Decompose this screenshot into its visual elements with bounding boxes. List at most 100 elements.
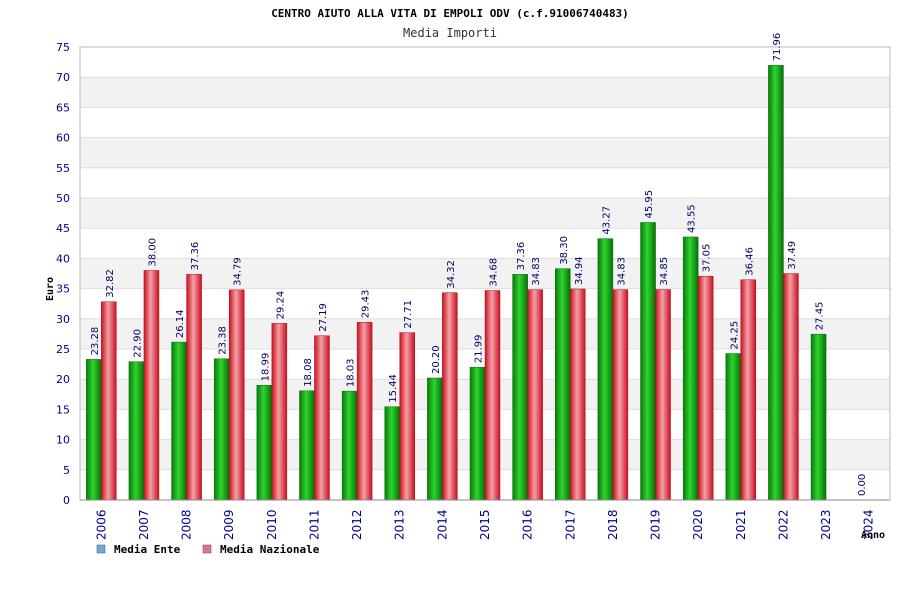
bar-media-nazionale-2022 bbox=[783, 273, 799, 501]
value-label: 45.95 bbox=[644, 190, 655, 219]
legend-label-media-ente: Media Ente bbox=[114, 543, 181, 556]
value-label: 21.99 bbox=[474, 335, 485, 364]
bar-media-nazionale-2007 bbox=[143, 270, 160, 501]
y-tick-label: 5 bbox=[63, 464, 70, 477]
bar-media-ente-2010 bbox=[256, 385, 273, 501]
y-axis-label: Euro bbox=[45, 277, 56, 301]
legend: Media Ente Media Nazionale bbox=[96, 543, 320, 556]
bar-media-ente-2018 bbox=[597, 238, 614, 501]
grid-band bbox=[80, 198, 890, 229]
x-tick-label: 2009 bbox=[222, 509, 236, 540]
bar-media-nazionale-2010 bbox=[271, 323, 288, 501]
bar-media-nazionale-2012 bbox=[356, 321, 373, 501]
value-label: 24.25 bbox=[729, 321, 740, 350]
bar-media-nazionale-2009 bbox=[228, 289, 245, 501]
bar-media-ente-2009 bbox=[213, 358, 230, 501]
value-label: 38.00 bbox=[147, 238, 158, 267]
legend-label-media-nazionale: Media Nazionale bbox=[220, 543, 320, 556]
value-label: 23.38 bbox=[218, 326, 229, 355]
bars bbox=[86, 65, 827, 501]
y-tick-label: 0 bbox=[63, 494, 70, 507]
x-tick-label: 2012 bbox=[350, 509, 364, 540]
bar-media-ente-2011 bbox=[299, 390, 315, 501]
value-label: 36.46 bbox=[744, 247, 755, 276]
chart-title: CENTRO AIUTO ALLA VITA DI EMPOLI ODV (c.… bbox=[271, 7, 629, 20]
value-label: 29.24 bbox=[275, 291, 286, 320]
x-tick-label: 2014 bbox=[435, 509, 449, 540]
x-tick-label: 2016 bbox=[521, 509, 535, 540]
value-label: 34.83 bbox=[616, 257, 627, 286]
bar-media-ente-2022 bbox=[768, 65, 784, 501]
grid-band bbox=[80, 137, 890, 168]
value-label: 37.36 bbox=[190, 242, 201, 271]
y-tick-label: 45 bbox=[56, 222, 70, 235]
value-label: 18.99 bbox=[260, 353, 271, 382]
bar-media-nazionale-2011 bbox=[314, 335, 330, 501]
value-label: 29.43 bbox=[361, 290, 372, 319]
bar-media-nazionale-2018 bbox=[612, 289, 629, 501]
value-label: 27.71 bbox=[403, 300, 414, 329]
y-tick-label: 35 bbox=[56, 283, 70, 296]
bar-media-nazionale-2015 bbox=[484, 290, 501, 501]
x-axis-ticks: 2006 2007 2008 2009 2010 2011 2012 2013 2014 2015… bbox=[94, 509, 875, 540]
x-tick-label: 2010 bbox=[265, 509, 279, 540]
bar-media-ente-2007 bbox=[128, 361, 145, 501]
bar-media-nazionale-2016 bbox=[527, 289, 543, 501]
chart-subtitle: Media Importi bbox=[403, 26, 497, 40]
value-label: 37.49 bbox=[787, 241, 798, 270]
y-tick-label: 65 bbox=[56, 101, 70, 114]
value-label: 0.00 bbox=[857, 474, 868, 496]
bar-media-ente-2006 bbox=[86, 359, 102, 501]
x-tick-label: 2011 bbox=[307, 509, 321, 540]
value-label: 15.44 bbox=[388, 374, 399, 403]
x-tick-label: 2015 bbox=[478, 509, 492, 540]
x-tick-label: 2022 bbox=[776, 509, 790, 540]
bar-media-nazionale-2014 bbox=[442, 292, 458, 501]
value-label: 43.55 bbox=[687, 204, 698, 233]
legend-swatch-media-ente bbox=[96, 544, 106, 554]
bar-media-ente-2021 bbox=[725, 353, 742, 501]
bar-media-ente-2020 bbox=[682, 236, 699, 501]
bar-media-ente-2008 bbox=[171, 341, 187, 501]
x-tick-label: 2023 bbox=[819, 509, 833, 540]
value-label: 32.82 bbox=[105, 269, 116, 298]
bar-media-ente-2023 bbox=[810, 333, 827, 501]
bar-media-ente-2017 bbox=[555, 268, 571, 501]
x-axis-label: Anno bbox=[861, 530, 885, 541]
bar-media-nazionale-2006 bbox=[101, 301, 117, 501]
y-tick-label: 50 bbox=[56, 192, 70, 205]
x-tick-label: 2017 bbox=[563, 509, 577, 540]
legend-swatch-media-nazionale bbox=[202, 544, 212, 554]
y-tick-label: 70 bbox=[56, 71, 70, 84]
x-tick-label: 2020 bbox=[691, 509, 705, 540]
value-label: 27.19 bbox=[318, 303, 329, 332]
x-tick-label: 2018 bbox=[606, 509, 620, 540]
y-tick-label: 60 bbox=[56, 132, 70, 145]
value-label: 34.83 bbox=[531, 257, 542, 286]
bar-media-nazionale-2013 bbox=[399, 332, 415, 501]
value-label: 37.36 bbox=[516, 242, 527, 271]
value-label: 71.96 bbox=[772, 33, 783, 62]
y-tick-label: 30 bbox=[56, 313, 70, 326]
bar-media-nazionale-2017 bbox=[570, 288, 586, 501]
grid-band bbox=[80, 77, 890, 108]
y-tick-label: 20 bbox=[56, 373, 70, 386]
value-label: 34.79 bbox=[233, 257, 244, 286]
value-label: 43.27 bbox=[601, 206, 612, 235]
bar-media-ente-2012 bbox=[341, 390, 358, 501]
value-label: 18.03 bbox=[346, 358, 357, 387]
x-tick-label: 2007 bbox=[137, 509, 151, 540]
value-label: 38.30 bbox=[559, 236, 570, 265]
bar-media-ente-2014 bbox=[427, 377, 443, 501]
bar-media-ente-2013 bbox=[384, 406, 400, 501]
x-tick-label: 2013 bbox=[393, 509, 407, 540]
value-label: 34.32 bbox=[446, 260, 457, 289]
value-labels: 23.28 32.82 22.90 38.00 26.14 37.36 23.38 34.79… bbox=[90, 33, 868, 496]
y-tick-label: 15 bbox=[56, 403, 70, 416]
value-label: 26.14 bbox=[175, 309, 186, 338]
bar-media-nazionale-2008 bbox=[186, 274, 202, 501]
x-tick-label: 2019 bbox=[649, 509, 663, 540]
bar-media-ente-2019 bbox=[640, 222, 656, 501]
bar-media-nazionale-2019 bbox=[655, 289, 671, 501]
